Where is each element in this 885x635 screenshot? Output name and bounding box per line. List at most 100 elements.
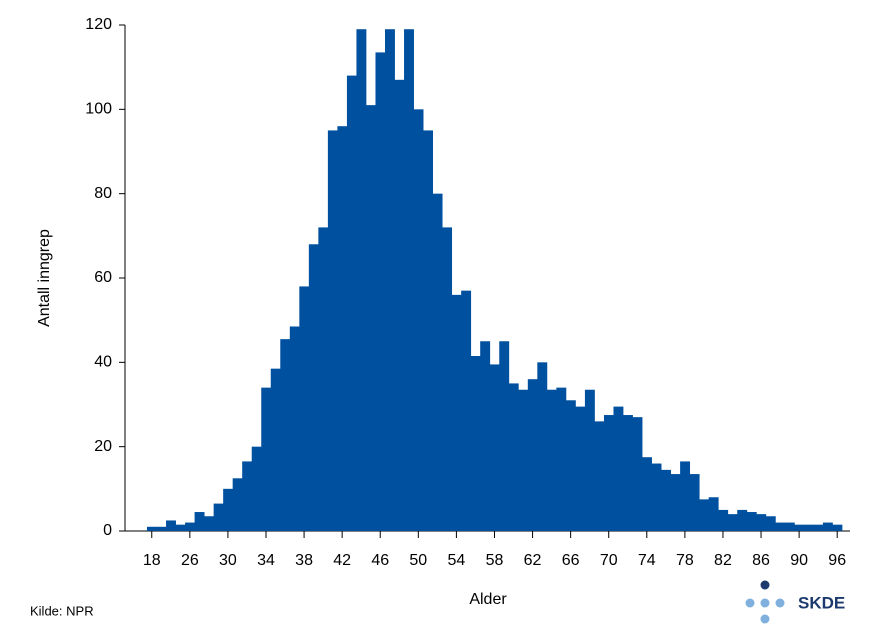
bar bbox=[423, 130, 433, 531]
bar bbox=[385, 29, 395, 531]
bar bbox=[223, 488, 234, 531]
x-tick-label: 90 bbox=[790, 552, 808, 569]
bar bbox=[803, 524, 814, 531]
logo-dot bbox=[760, 580, 770, 590]
bar bbox=[470, 356, 481, 531]
bar bbox=[242, 461, 253, 531]
x-tick-label: 58 bbox=[486, 552, 504, 569]
x-tick-label: 38 bbox=[295, 552, 313, 569]
bar bbox=[442, 227, 453, 531]
bar bbox=[213, 503, 224, 531]
x-tick-label: 34 bbox=[257, 552, 275, 569]
bar bbox=[794, 524, 805, 531]
bar bbox=[584, 389, 595, 531]
bar bbox=[375, 52, 386, 532]
x-tick-label: 62 bbox=[524, 552, 542, 569]
bar bbox=[708, 497, 719, 531]
source: Kilde: NPR bbox=[30, 603, 94, 618]
x-tick-label: 42 bbox=[333, 552, 351, 569]
bar bbox=[813, 524, 824, 531]
bar bbox=[527, 379, 538, 531]
bar bbox=[166, 520, 176, 531]
bar bbox=[318, 227, 329, 531]
bar bbox=[232, 478, 243, 531]
x-tick-label: 78 bbox=[676, 552, 694, 569]
bar bbox=[156, 526, 167, 531]
logo-dot bbox=[745, 598, 755, 608]
bar bbox=[280, 339, 291, 531]
x-tick-label: 50 bbox=[409, 552, 427, 569]
bar bbox=[632, 417, 643, 531]
x-tick-label: 82 bbox=[714, 552, 732, 569]
bar bbox=[480, 341, 491, 531]
bar bbox=[432, 193, 443, 531]
bar bbox=[756, 514, 767, 531]
bar bbox=[175, 524, 186, 531]
x-tick-label: 86 bbox=[752, 552, 770, 569]
bar bbox=[461, 290, 472, 531]
x-tick-label: 26 bbox=[181, 552, 199, 569]
bar bbox=[365, 105, 376, 531]
logo-dot bbox=[775, 598, 785, 608]
bar bbox=[775, 522, 786, 531]
bar bbox=[575, 406, 586, 531]
bar bbox=[394, 79, 405, 532]
bar bbox=[565, 400, 576, 531]
bar bbox=[670, 474, 681, 531]
logo-text: SKDE bbox=[798, 593, 845, 612]
x-tick-label: 46 bbox=[371, 552, 389, 569]
bar bbox=[185, 522, 195, 531]
y-tick-label: 0 bbox=[103, 522, 112, 539]
y-tick-label: 80 bbox=[94, 185, 112, 202]
bar bbox=[251, 446, 262, 531]
bar bbox=[508, 383, 519, 531]
x-tick-label: 70 bbox=[600, 552, 618, 569]
y-axis-label: Antall inngrep bbox=[36, 229, 53, 327]
bar bbox=[194, 512, 205, 531]
bar bbox=[489, 364, 500, 531]
bar bbox=[308, 244, 319, 531]
bar bbox=[546, 389, 557, 531]
bar bbox=[346, 75, 357, 531]
bar bbox=[699, 499, 710, 531]
bar bbox=[765, 516, 776, 531]
x-tick-label: 30 bbox=[219, 552, 237, 569]
bar bbox=[356, 29, 367, 531]
bar bbox=[689, 474, 700, 531]
bar bbox=[623, 415, 633, 531]
bar bbox=[451, 294, 462, 531]
bar bbox=[651, 463, 662, 531]
bar bbox=[718, 509, 729, 531]
logo: SKDE bbox=[745, 580, 845, 624]
y-tick-label: 100 bbox=[85, 101, 112, 118]
y-tick-label: 40 bbox=[94, 354, 112, 371]
y-tick-label: 20 bbox=[94, 438, 112, 455]
bar bbox=[784, 522, 795, 531]
bar bbox=[832, 524, 843, 531]
bar bbox=[147, 526, 157, 531]
bar bbox=[413, 109, 424, 531]
bar bbox=[499, 341, 510, 531]
x-tick-label: 54 bbox=[448, 552, 466, 569]
x-tick-label: 74 bbox=[638, 552, 656, 569]
bar bbox=[518, 389, 529, 531]
y-tick-label: 60 bbox=[94, 269, 112, 286]
logo-dot bbox=[760, 614, 770, 624]
logo-dot bbox=[760, 598, 770, 608]
bar bbox=[537, 362, 548, 531]
bar bbox=[337, 126, 348, 531]
bar bbox=[642, 457, 652, 531]
bar bbox=[680, 461, 691, 531]
bar bbox=[327, 130, 338, 531]
bar bbox=[746, 512, 757, 531]
bar bbox=[603, 415, 614, 531]
bar bbox=[594, 421, 605, 531]
bar bbox=[737, 509, 748, 531]
bar bbox=[404, 29, 414, 531]
bar bbox=[270, 368, 281, 531]
x-axis-label: Alder bbox=[469, 591, 507, 608]
x-tick-label: 66 bbox=[562, 552, 580, 569]
bar bbox=[289, 326, 300, 531]
bar bbox=[822, 522, 833, 531]
